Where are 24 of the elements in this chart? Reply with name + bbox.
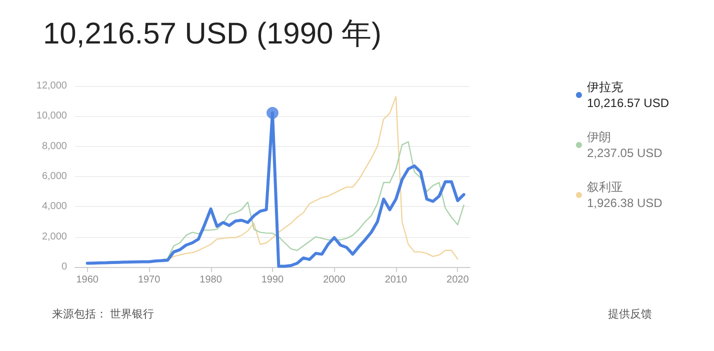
x-tick-label: 2010 [384,274,408,286]
y-tick-label: 10,000 [36,110,68,122]
chart-title: 10,216.57 USD (1990 年) [43,18,382,50]
y-tick-label: 6,000 [42,171,68,182]
y-tick-label: 4,000 [42,201,68,212]
line-series [160,141,464,260]
y-tick-label: 12,000 [36,80,68,92]
text: 10,216.57 USD [586,96,670,110]
y-tick-label: 2,000 [42,231,68,242]
legend-label: 伊拉克 [586,80,623,94]
x-tick-label: 2020 [446,274,470,286]
y-tick-label: 0 [61,262,68,272]
legend-label: 叙利亚 [586,180,623,194]
x-tick-label: 2000 [323,274,346,286]
text: 1,926.38 USD [586,196,663,210]
x-tick-label: 1960 [76,274,99,286]
x-tick-label: 1980 [200,274,222,286]
text: 提供反馈 [608,308,652,320]
y-tick-label: 8,000 [42,140,68,152]
legend-label: 伊朗 [586,130,611,144]
x-tick-label: 1970 [138,274,161,286]
text: 来源包括： 世界银行 [52,308,154,320]
x-tick-label: 1990 [261,274,284,286]
text: 2,237.05 USD [586,146,663,160]
